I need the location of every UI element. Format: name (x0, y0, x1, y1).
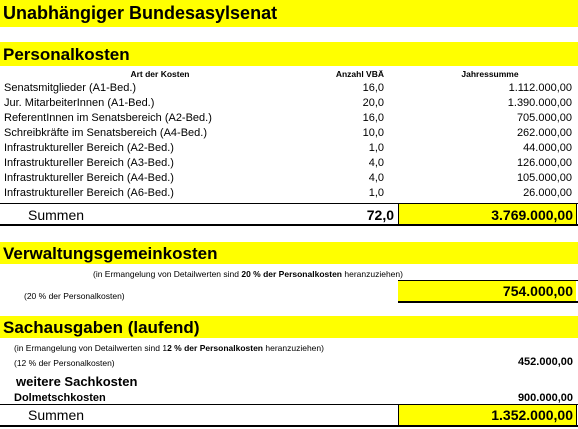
personal-sum-total: 3.769.000,00 (491, 207, 573, 223)
divider (398, 301, 578, 303)
cell-art: Senatsmitglieder (A1-Bed.) (4, 82, 137, 94)
dolmetschkosten-label: Dolmetschkosten (14, 392, 106, 404)
divider (0, 404, 578, 405)
dolmetschkosten-value: 900.000,00 (517, 392, 573, 404)
cell-art: Infrastruktureller Bereich (A6-Bed.) (4, 187, 174, 199)
verwaltung-value-highlight (398, 281, 576, 301)
divider (0, 425, 578, 427)
table-row: ReferentInnen im Senatsbereich (A2-Bed.)… (0, 112, 578, 124)
divider (398, 203, 399, 225)
sum-highlight (398, 204, 576, 224)
sach-heading: Sachausgaben (laufend) (3, 318, 200, 337)
verwaltung-value: 754.000,00 (502, 283, 573, 299)
table-row: Infrastruktureller Bereich (A3-Bed.) 4,0… (0, 157, 578, 169)
sach-note-c: heranzuziehen) (263, 343, 324, 353)
cell-summe: 705.000,00 (516, 112, 572, 124)
verwaltung-note-c: heranzuziehen) (342, 269, 403, 279)
title-bar (0, 0, 578, 27)
verwaltung-heading: Verwaltungsgemeinkosten (3, 244, 218, 263)
divider (398, 404, 399, 426)
table-row: Jur. MitarbeiterInnen (A1-Bed.) 20,0 1.3… (0, 97, 578, 109)
verwaltung-pct-label: (20 % der Personalkosten) (24, 291, 125, 301)
weitere-sachkosten-label: weitere Sachkosten (16, 374, 138, 389)
cell-summe: 44.000,00 (523, 142, 572, 154)
cell-art: Infrastruktureller Bereich (A3-Bed.) (4, 157, 174, 169)
divider (0, 224, 578, 226)
cell-anzahl: 16,0 (362, 82, 384, 94)
cell-art: Infrastruktureller Bereich (A4-Bed.) (4, 172, 174, 184)
verwaltung-note: (in Ermangelung von Detailwerten sind 20… (93, 268, 403, 280)
table-row: Infrastruktureller Bereich (A6-Bed.) 1,0… (0, 187, 578, 199)
sach-pct-value: 452.000,00 (517, 356, 573, 368)
personal-sum-label: Summen (28, 207, 85, 223)
cell-anzahl: 4,0 (368, 157, 384, 169)
cell-anzahl: 10,0 (362, 127, 384, 139)
column-header-anzahl: Anzahl VBÄ (335, 69, 384, 79)
cell-art: ReferentInnen im Senatsbereich (A2-Bed.) (4, 112, 212, 124)
cell-anzahl: 1,0 (368, 187, 384, 199)
column-header-jahressumme: Jahressumme (461, 69, 519, 79)
cell-art: Schreibkräfte im Senatsbereich (A4-Bed.) (4, 127, 207, 139)
cell-summe: 26.000,00 (523, 187, 572, 199)
page-title: Unabhängiger Bundesasylsenat (3, 3, 278, 23)
cell-summe: 1.112.000,00 (508, 82, 572, 94)
sach-note-a: (in Ermangelung von Detailwerten sind 1 (14, 343, 168, 353)
cell-anzahl: 1,0 (368, 142, 384, 154)
sach-note: (in Ermangelung von Detailwerten sind 12… (14, 342, 324, 354)
cell-summe: 1.390.000,00 (507, 97, 572, 109)
divider (576, 404, 577, 426)
divider (0, 203, 578, 204)
table-row: Infrastruktureller Bereich (A2-Bed.) 1,0… (0, 142, 578, 154)
cell-art: Jur. MitarbeiterInnen (A1-Bed.) (4, 97, 155, 109)
personal-sum-anzahl: 72,0 (366, 207, 394, 223)
sach-sum-total: 1.352.000,00 (491, 407, 573, 423)
sach-note-b: 2 % der Personalkosten (167, 343, 263, 353)
cell-anzahl: 20,0 (362, 97, 384, 109)
sach-header-bar (0, 316, 578, 338)
verwaltung-note-a: (in Ermangelung von Detailwerten sind (93, 269, 242, 279)
cell-summe: 126.000,00 (516, 157, 572, 169)
column-header-art: Art der Kosten (130, 69, 190, 79)
verwaltung-note-b: 20 % der Personalkosten (241, 269, 342, 279)
table-row: Senatsmitglieder (A1-Bed.) 16,0 1.112.00… (0, 82, 578, 94)
table-row: Infrastruktureller Bereich (A4-Bed.) 4,0… (0, 172, 578, 184)
personalkosten-heading: Personalkosten (3, 45, 130, 64)
table-row: Schreibkräfte im Senatsbereich (A4-Bed.)… (0, 127, 578, 139)
sach-sum-highlight (398, 405, 576, 425)
sach-pct-label: (12 % der Personalkosten) (14, 358, 115, 368)
personalkosten-header-bar (0, 42, 578, 66)
cell-summe: 262.000,00 (516, 127, 572, 139)
cell-anzahl: 4,0 (368, 172, 384, 184)
cell-art: Infrastruktureller Bereich (A2-Bed.) (4, 142, 174, 154)
divider (398, 280, 578, 281)
cell-anzahl: 16,0 (362, 112, 384, 124)
verwaltung-header-bar (0, 242, 578, 264)
sach-sum-label: Summen (28, 407, 85, 423)
cell-summe: 105.000,00 (516, 172, 572, 184)
divider (576, 203, 577, 225)
